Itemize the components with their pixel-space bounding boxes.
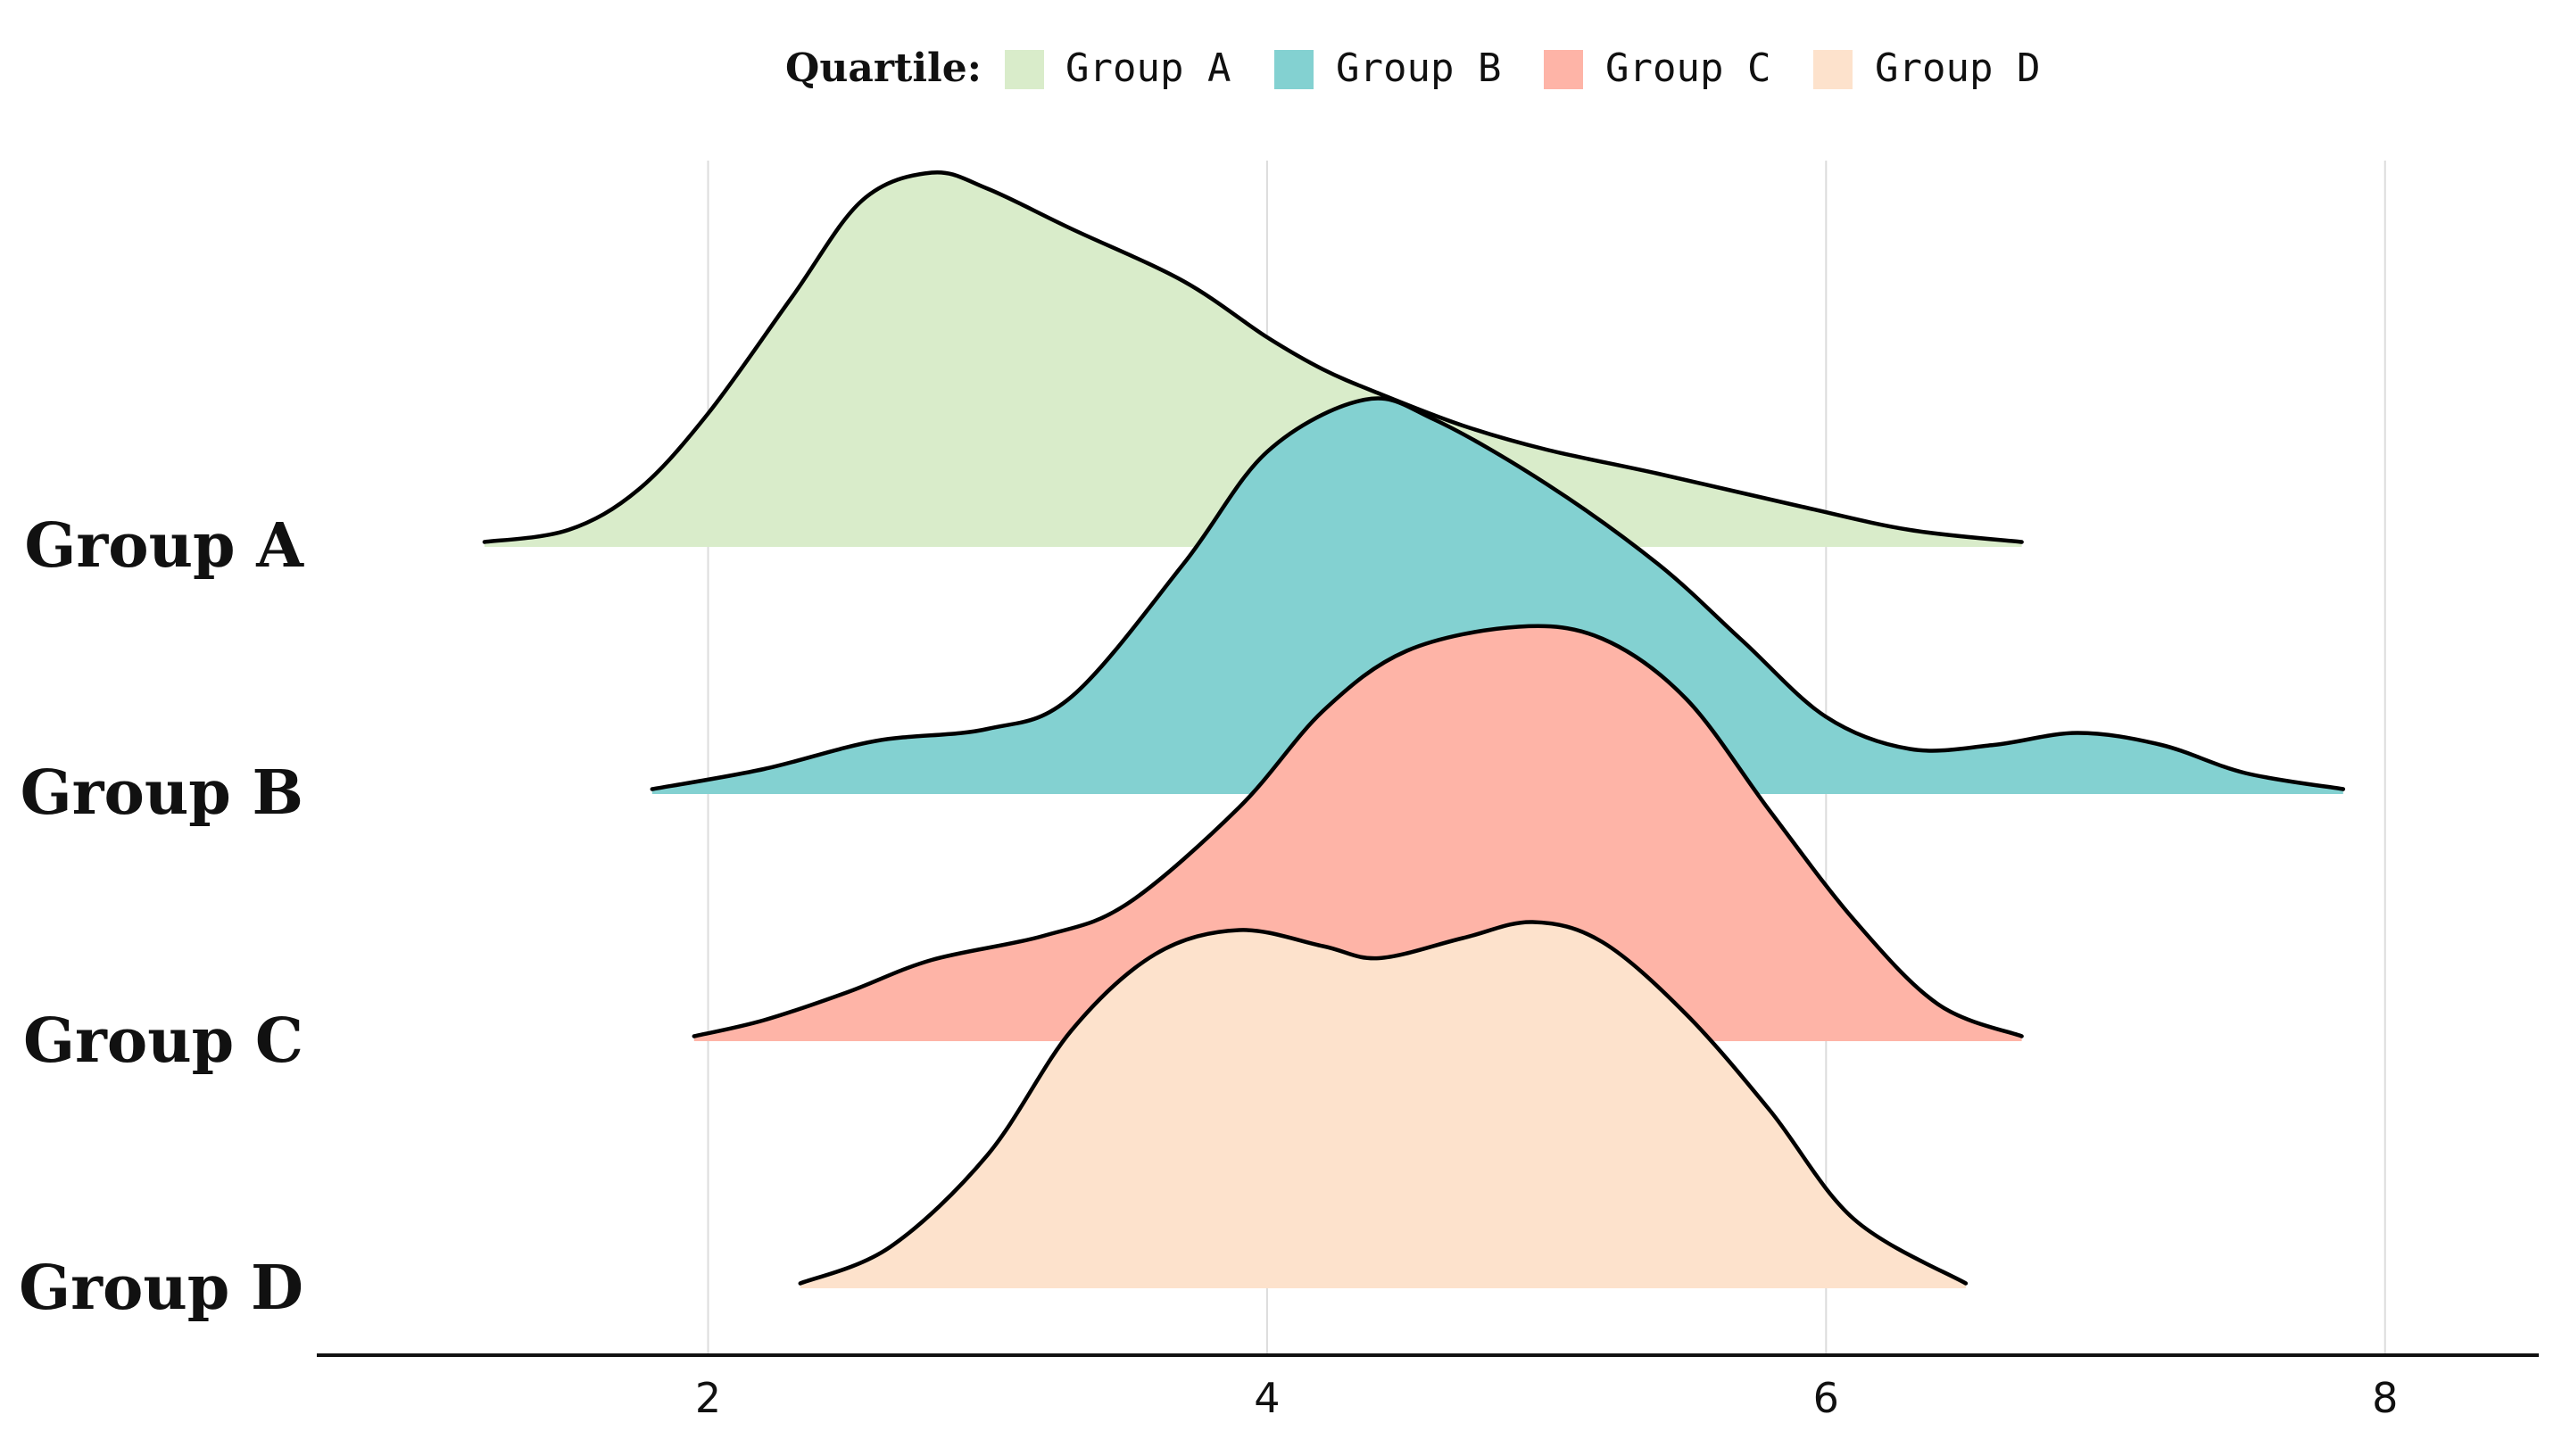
legend-swatch-group-d [1813, 50, 1853, 89]
legend-swatch-group-b [1274, 50, 1314, 89]
legend-label-group-d: Group D [1875, 46, 2040, 91]
legend-entry-group-b: Group B [1274, 46, 1501, 91]
legend-entry-group-a: Group A [1005, 46, 1231, 91]
row-label-group-b: Group B [21, 757, 303, 829]
x-tick-label-4: 4 [1254, 1374, 1280, 1422]
legend: Quartile: Group A Group B Group C Group … [785, 46, 2040, 91]
x-tick-label-2: 2 [695, 1374, 721, 1422]
ridge-outline-group-d [798, 920, 1969, 1286]
ridge-area-group-a [484, 172, 2022, 547]
legend-label-group-b: Group B [1336, 46, 1501, 91]
ridges [482, 170, 2346, 1288]
ridge-outline-group-c [692, 624, 2024, 1038]
legend-label-group-c: Group C [1605, 46, 1770, 91]
row-label-group-a: Group A [24, 510, 304, 582]
x-tick-label-8: 8 [2372, 1374, 2398, 1422]
x-tick-label-6: 6 [1813, 1374, 1839, 1422]
ridge-outline-group-b [650, 396, 2346, 791]
ridge-area-group-d [800, 922, 1966, 1288]
legend-entry-group-c: Group C [1544, 46, 1770, 91]
ridge-area-group-c [693, 625, 2022, 1041]
legend-swatch-group-c [1544, 50, 1583, 89]
legend-swatch-group-a [1005, 50, 1044, 89]
row-labels: Group A Group B Group C Group D [19, 510, 304, 1324]
legend-title: Quartile: [785, 46, 982, 91]
row-label-group-c: Group C [23, 1005, 303, 1077]
x-axis-ticks: 2 4 6 8 [695, 1374, 2399, 1422]
legend-entry-group-d: Group D [1813, 46, 2040, 91]
legend-label-group-a: Group A [1065, 46, 1231, 91]
row-label-group-d: Group D [19, 1253, 303, 1324]
ridge-outline-group-a [482, 170, 2024, 544]
